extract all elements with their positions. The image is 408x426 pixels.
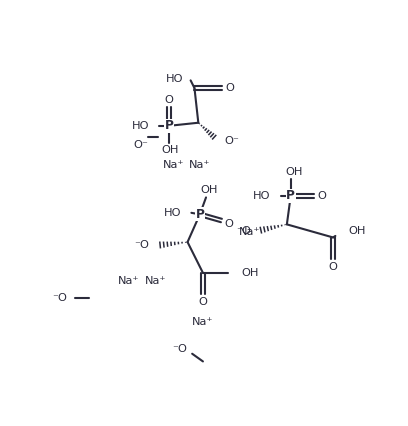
Text: O⁻: O⁻ (133, 140, 148, 150)
Text: P: P (164, 119, 173, 132)
Text: Na⁺: Na⁺ (192, 317, 214, 327)
Text: OH: OH (285, 167, 303, 177)
Text: P: P (286, 190, 295, 202)
Text: OH: OH (348, 226, 366, 236)
Text: HO: HO (164, 208, 182, 218)
Text: O: O (164, 95, 173, 105)
Text: Na⁺: Na⁺ (144, 276, 166, 285)
Text: HO: HO (166, 74, 184, 84)
Text: ⁻O: ⁻O (172, 344, 187, 354)
Text: P: P (195, 208, 204, 221)
Text: O: O (317, 191, 326, 201)
Text: OH: OH (162, 145, 180, 155)
Text: ⁻O: ⁻O (236, 225, 251, 236)
Text: HO: HO (131, 121, 149, 131)
Text: OH: OH (200, 185, 218, 196)
Text: O: O (226, 83, 234, 93)
Text: Na⁺: Na⁺ (163, 160, 184, 170)
Text: Na⁺: Na⁺ (118, 276, 140, 285)
Text: Na⁺: Na⁺ (189, 160, 211, 170)
Text: O: O (328, 262, 337, 272)
Text: O: O (199, 297, 207, 307)
Text: OH: OH (242, 268, 259, 278)
Text: O⁻: O⁻ (224, 136, 239, 146)
Text: Na⁺: Na⁺ (238, 227, 260, 237)
Text: ⁻O: ⁻O (134, 240, 149, 250)
Text: ⁻O: ⁻O (53, 293, 67, 302)
Text: HO: HO (253, 191, 271, 201)
Text: O: O (225, 219, 233, 229)
